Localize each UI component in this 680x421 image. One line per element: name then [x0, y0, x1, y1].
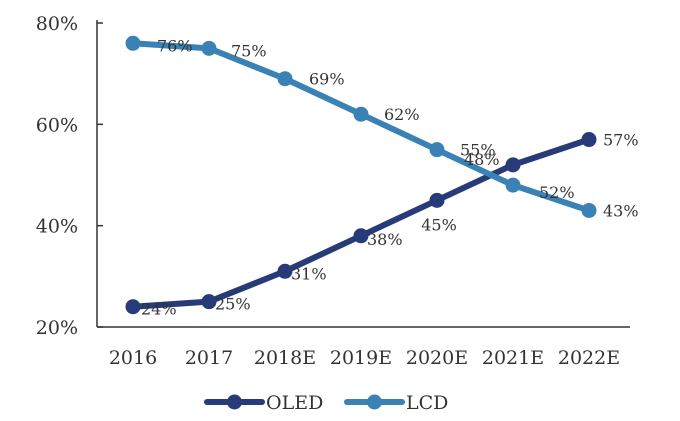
data-point-oled [125, 299, 141, 315]
y-ticks: 20% 40% 60% 80% [36, 13, 103, 339]
data-label-oled: 24% [141, 300, 177, 319]
legend-swatch-marker [227, 394, 242, 410]
data-label-lcd: 75% [231, 41, 267, 60]
series-line-lcd [130, 40, 592, 214]
data-label-lcd: 62% [384, 105, 420, 124]
data-point-lcd [201, 40, 217, 56]
legend-item-lcd: LCD [344, 392, 448, 414]
data-label-oled: 31% [291, 264, 327, 283]
series-oled [125, 132, 597, 315]
data-label-lcd: 48% [464, 150, 500, 169]
data-point-lcd [353, 106, 369, 122]
x-tick-label: 2018E [254, 347, 316, 369]
data-label-lcd: 69% [309, 70, 345, 89]
legend-item-oled: OLED [204, 392, 323, 414]
data-point-oled [581, 132, 597, 148]
data-point-lcd [277, 71, 293, 87]
data-label-oled: 25% [215, 295, 251, 314]
data-point-lcd [125, 35, 141, 51]
x-tick-label: 2016 [109, 347, 157, 369]
legend-swatch-marker [367, 394, 382, 410]
y-tick-label: 40% [36, 216, 78, 238]
x-ticks: 2016 2017 2018E 2019E 2020E 2021E 2022E [109, 347, 620, 369]
y-tick-label: 60% [36, 114, 78, 136]
series-layer [125, 35, 597, 315]
legend: OLED LCD [204, 392, 448, 414]
data-label-lcd: 76% [157, 36, 193, 55]
data-label-oled: 52% [539, 183, 575, 202]
data-point-lcd [505, 177, 521, 193]
data-point-oled [353, 228, 369, 244]
data-label-oled: 45% [421, 215, 457, 234]
data-point-oled [201, 294, 217, 310]
x-tick-label: 2022E [558, 347, 620, 369]
data-label-lcd: 55% [460, 141, 496, 160]
data-point-lcd [581, 202, 597, 218]
data-point-oled [277, 263, 293, 279]
x-tick-label: 2021E [482, 347, 544, 369]
data-label-oled: 38% [367, 230, 403, 249]
data-point-lcd [429, 142, 445, 158]
data-label-lcd: 43% [603, 201, 639, 220]
legend-label: OLED [266, 392, 323, 414]
legend-label: LCD [406, 392, 448, 414]
data-point-oled [505, 157, 521, 173]
data-label-oled: 57% [603, 131, 639, 150]
x-tick-label: 2019E [330, 347, 392, 369]
data-point-oled [429, 192, 445, 208]
series-lcd [125, 35, 597, 218]
series-line-oled [130, 136, 592, 310]
x-tick-label: 2017 [185, 347, 233, 369]
axes [96, 20, 630, 328]
y-tick-label: 80% [36, 13, 78, 35]
y-tick-label: 20% [36, 317, 78, 339]
x-tick-label: 2020E [406, 347, 468, 369]
data-labels: 24% 25% 31% 38% 45% 52% 57% 76% 75% 69% 62% 55%48% 4… [141, 36, 639, 318]
